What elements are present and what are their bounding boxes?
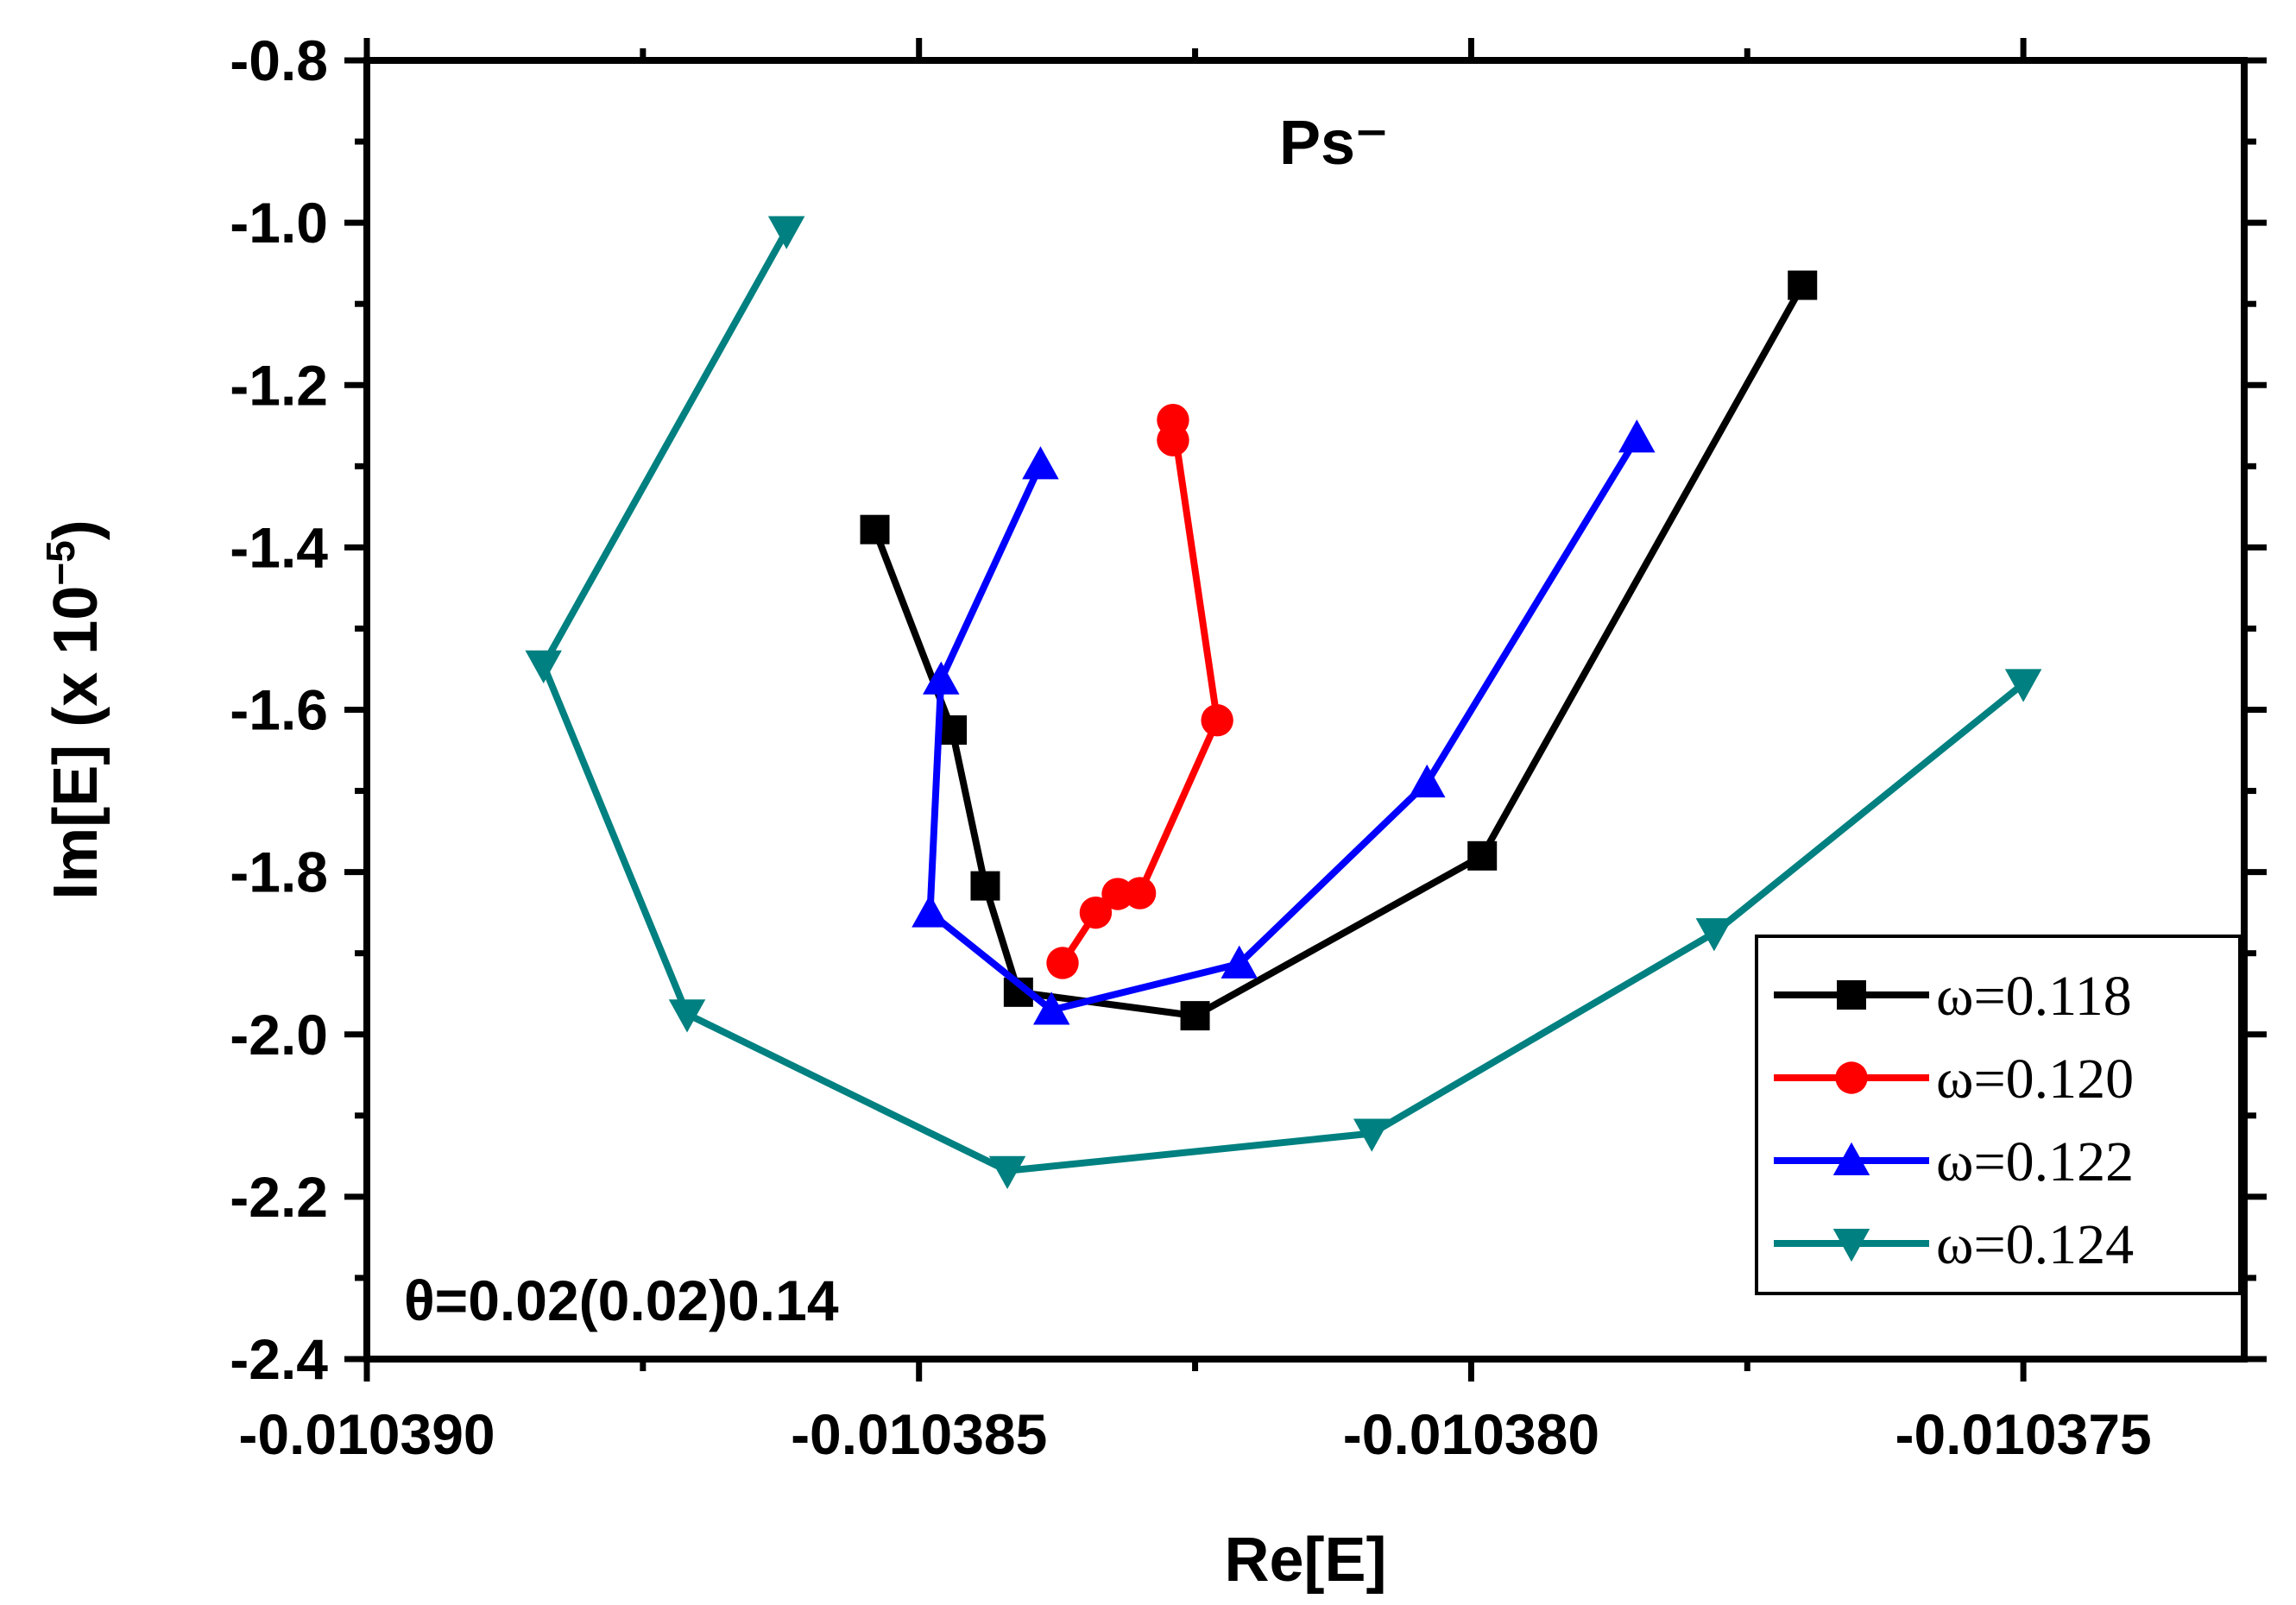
data-point — [860, 514, 890, 544]
data-point — [970, 871, 1000, 901]
series-layer — [525, 216, 2042, 1190]
series-2 — [911, 419, 1656, 1025]
plot-frame — [363, 57, 2248, 1363]
y-tick-label: -1.2 — [230, 353, 328, 417]
data-point — [668, 999, 706, 1033]
data-point — [923, 661, 960, 695]
data-point — [1788, 270, 1818, 300]
data-point — [1046, 947, 1079, 979]
legend-marker — [1835, 1061, 1868, 1094]
chart-title: Ps⁻ — [1279, 109, 1388, 178]
legend-item: ω=0.124 — [1774, 1213, 2134, 1276]
series-line — [926, 436, 1640, 1014]
legend-item: ω=0.120 — [1774, 1048, 2134, 1111]
legend-label: ω=0.118 — [1936, 965, 2132, 1028]
y-axis-title: Im[E] (x 10−5) — [38, 519, 110, 900]
data-point — [1022, 446, 1059, 480]
legend-label: ω=0.122 — [1936, 1130, 2134, 1193]
theta-annotation: θ=0.02(0.02)0.14 — [404, 1268, 839, 1332]
data-point — [2004, 669, 2042, 702]
y-axis-title-text: Im[E] (x 10 — [41, 586, 110, 900]
data-point — [1032, 991, 1070, 1025]
series-3 — [525, 216, 2042, 1190]
legend-marker — [1832, 1142, 1870, 1175]
legend-marker — [1832, 1229, 1870, 1262]
y-axis-title-close: ) — [41, 519, 110, 540]
axis-ticks: -0.010390 -0.010385 -0.010380 -0.010375 -0.8… — [230, 28, 2267, 1466]
data-point — [1353, 1118, 1391, 1152]
data-point — [1221, 945, 1258, 979]
data-point — [1157, 424, 1189, 456]
y-tick-label: -1.6 — [230, 678, 328, 742]
data-point — [767, 216, 805, 249]
data-point — [1180, 1001, 1210, 1031]
y-tick-label: -0.8 — [230, 28, 328, 92]
data-point — [1467, 840, 1498, 871]
legend-label: ω=0.124 — [1936, 1213, 2134, 1276]
legend-item: ω=0.118 — [1774, 965, 2132, 1028]
y-tick-label: -1.4 — [230, 515, 328, 579]
data-point — [1695, 918, 1733, 952]
x-tick-label: -0.010375 — [1895, 1402, 2151, 1466]
y-tick-label: -2.0 — [230, 1003, 328, 1067]
legend: ω=0.118 ω=0.120 ω=0.122 ω=0.124 — [1755, 935, 2242, 1295]
data-point — [1123, 877, 1157, 910]
series-line — [871, 283, 1806, 1020]
x-tick-label: -0.010385 — [791, 1402, 1047, 1466]
data-point — [1408, 764, 1446, 798]
svg-text:Im[E] (x 10−5): Im[E] (x 10−5) — [38, 519, 110, 900]
y-tick-label: -2.2 — [230, 1165, 328, 1229]
x-tick-label: -0.010390 — [238, 1402, 495, 1466]
x-axis-title: Re[E] — [1224, 1526, 1386, 1595]
data-point — [911, 894, 949, 928]
data-point — [525, 650, 562, 684]
y-tick-label: -1.8 — [230, 840, 328, 904]
series-1 — [1046, 403, 1233, 979]
y-tick-label: -1.0 — [230, 191, 328, 255]
data-point — [1618, 419, 1656, 453]
y-axis-title-exponent: −5 — [38, 540, 83, 585]
series-0 — [860, 270, 1818, 1031]
legend-marker — [1837, 980, 1866, 1010]
legend-label: ω=0.120 — [1936, 1048, 2134, 1111]
data-point — [1201, 704, 1233, 737]
legend-item: ω=0.122 — [1774, 1130, 2134, 1193]
data-point — [1079, 896, 1113, 929]
y-tick-label: -2.4 — [230, 1327, 328, 1391]
data-point — [988, 1155, 1026, 1190]
x-tick-label: -0.010380 — [1343, 1402, 1599, 1466]
